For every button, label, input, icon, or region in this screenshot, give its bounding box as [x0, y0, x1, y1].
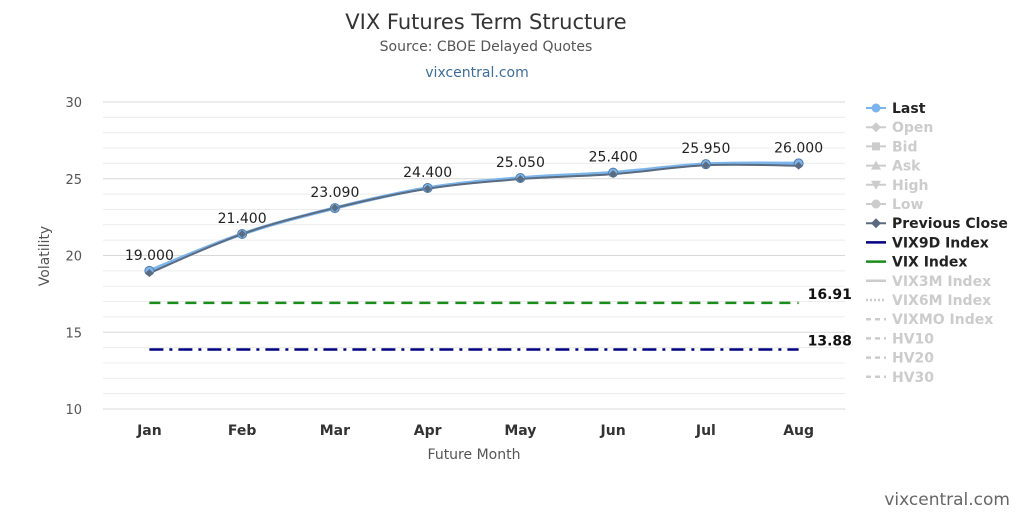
reference-line-label: 16.91: [808, 287, 852, 303]
data-label: 23.090: [310, 185, 359, 201]
legend-item-hv30[interactable]: HV30: [866, 370, 934, 386]
legend-label: VIX3M Index: [892, 274, 991, 290]
x-tick-label: Jan: [136, 423, 162, 439]
legend-item-hv20[interactable]: HV20: [866, 351, 934, 367]
legend-item-vixmo-index[interactable]: VIXMO Index: [866, 312, 993, 328]
legend-symbol: [871, 180, 881, 190]
legend-item-vix-index[interactable]: VIX Index: [866, 255, 967, 271]
legend-item-low[interactable]: Low: [866, 197, 924, 213]
legend-label: Previous Close: [892, 216, 1008, 232]
reference-line-label: 13.88: [808, 333, 852, 349]
chart-title: VIX Futures Term Structure: [345, 10, 626, 34]
x-axis-title: Future Month: [428, 447, 521, 463]
data-point-previous-close[interactable]: [423, 184, 432, 193]
x-axis-ticks: Jan Feb Mar Apr May Jun Jul Aug: [136, 423, 814, 439]
x-tick-label: Feb: [228, 423, 257, 439]
y-tick-label: 30: [65, 96, 82, 111]
legend-symbol: [871, 122, 881, 133]
legend-label: Last: [892, 101, 926, 117]
legend-label: Open: [892, 120, 933, 136]
legend-symbol: [872, 142, 880, 151]
data-label: 25.950: [681, 141, 730, 157]
y-tick-label: 15: [65, 326, 82, 341]
legend-item-vix6m-index[interactable]: VIX6M Index: [866, 293, 991, 309]
legend-symbol: [871, 218, 881, 229]
x-tick-label: May: [504, 423, 536, 439]
legend-item-vix3m-index[interactable]: VIX3M Index: [866, 274, 991, 290]
y-tick-label: 10: [65, 403, 82, 418]
legend-item-last[interactable]: Last: [866, 101, 926, 117]
y-tick-label: 25: [65, 173, 82, 188]
data-point-previous-close[interactable]: [794, 161, 803, 170]
chart-credit[interactable]: vixcentral.com: [884, 490, 1010, 510]
data-point-previous-close[interactable]: [701, 161, 710, 170]
legend-label: VIX6M Index: [892, 293, 991, 309]
x-tick-label: Apr: [414, 423, 442, 439]
grid-lines: [103, 101, 845, 410]
data-label: 25.400: [589, 150, 638, 166]
data-point-previous-close[interactable]: [145, 269, 154, 278]
chart-subtitle: Source: CBOE Delayed Quotes: [380, 39, 593, 55]
legend-label: VIXMO Index: [892, 312, 993, 328]
x-tick-label: Aug: [783, 423, 814, 439]
data-label: 24.400: [403, 165, 452, 181]
legend-symbol: [871, 199, 881, 209]
legend-item-previous-close[interactable]: Previous Close: [866, 216, 1008, 232]
legend-item-hv10[interactable]: HV10: [866, 331, 934, 347]
legend-label: HV20: [892, 351, 934, 367]
legend-symbol: [871, 160, 881, 170]
x-tick-label: Jun: [600, 423, 626, 439]
data-point-previous-close[interactable]: [238, 230, 247, 239]
legend-label: HV30: [892, 370, 934, 386]
legend-item-vix9d-index[interactable]: VIX9D Index: [866, 235, 989, 251]
legend-label: VIX9D Index: [892, 235, 989, 251]
legend: Last Open Bid Ask High Low Previous Close VIX9D…: [866, 101, 1008, 386]
legend-label: Low: [892, 197, 924, 213]
data-label: 21.400: [218, 211, 267, 227]
data-label: 26.000: [774, 140, 823, 156]
y-axis-ticks: 10 15 20 25 30: [65, 96, 82, 418]
legend-label: Ask: [892, 159, 921, 175]
data-label: 25.050: [496, 155, 545, 171]
data-label: 19.000: [125, 248, 174, 264]
source-link[interactable]: vixcentral.com: [425, 65, 528, 81]
legend-label: Bid: [892, 139, 918, 155]
reference-lines: 16.91 13.88: [149, 287, 852, 351]
data-point-previous-close[interactable]: [609, 170, 618, 179]
series-layer: 19.000 21.400 23.090 24.400 25.050 25.400 25.9…: [125, 140, 823, 278]
legend-label: High: [892, 178, 929, 194]
legend-symbol: [871, 103, 881, 113]
y-axis-title: Volatility: [37, 226, 53, 286]
data-point-previous-close[interactable]: [330, 203, 339, 212]
legend-label: HV10: [892, 331, 934, 347]
x-tick-label: Jul: [695, 423, 716, 439]
x-tick-label: Mar: [320, 423, 350, 439]
legend-item-open[interactable]: Open: [866, 120, 933, 136]
legend-item-ask[interactable]: Ask: [866, 159, 921, 175]
data-point-previous-close[interactable]: [516, 175, 525, 184]
legend-label: VIX Index: [892, 255, 967, 271]
legend-item-bid[interactable]: Bid: [866, 139, 918, 155]
y-tick-label: 20: [65, 250, 82, 265]
legend-item-high[interactable]: High: [866, 178, 929, 194]
